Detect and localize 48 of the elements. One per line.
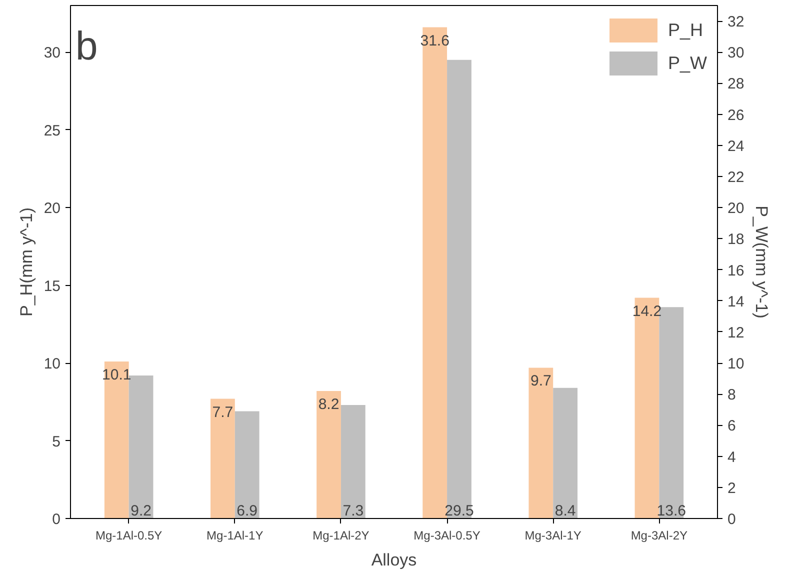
y-tick-label: 5 — [52, 433, 60, 450]
y2-tick-label: 0 — [728, 511, 736, 528]
y2-tick-label: 4 — [728, 448, 736, 466]
y2-tick-label: 32 — [728, 14, 744, 31]
x-tick-label: Mg-3Al-2Y — [630, 528, 688, 542]
y-tick-label: 20 — [44, 200, 61, 218]
legend-label: P_H — [668, 20, 703, 40]
x-tick-label: Mg-3Al-0.5Y — [414, 528, 480, 542]
x-tick-label: Mg-3Al-1Y — [524, 528, 582, 542]
annotation: b — [76, 24, 98, 68]
data-label: 8.4 — [554, 502, 576, 520]
y2-tick-label: 6 — [728, 418, 736, 435]
y-tick-label: 30 — [44, 44, 61, 62]
y2-tick-label: 10 — [728, 356, 744, 373]
x-tick-label: Mg-1Al-0.5Y — [95, 528, 162, 542]
data-label: 29.5 — [444, 502, 474, 520]
y2-axis-title: P_W(mm y^-1) — [752, 206, 772, 318]
y2-tick-label: 22 — [728, 169, 744, 186]
y2-tick-label: 2 — [728, 480, 736, 497]
y2-tick-label: 16 — [728, 262, 744, 280]
legend-label: P_W — [668, 52, 707, 74]
y2-tick-label: 28 — [728, 76, 744, 93]
x-tick-label: Mg-1Al-1Y — [206, 528, 264, 542]
x-axis-title: Alloys — [371, 550, 417, 570]
data-label: 7.7 — [212, 404, 234, 421]
x-tick-label: Mg-1Al-2Y — [312, 528, 370, 542]
data-label: 13.6 — [656, 502, 686, 520]
data-label: 10.1 — [102, 366, 132, 384]
data-label: 6.9 — [236, 502, 258, 520]
data-label: 8.2 — [318, 396, 340, 414]
y2-tick-label: 30 — [728, 44, 744, 62]
data-label: 14.2 — [632, 302, 662, 320]
y2-tick-label: 12 — [728, 324, 744, 342]
y2-tick-label: 20 — [728, 200, 744, 218]
y2-tick-label: 8 — [728, 386, 736, 404]
y2-tick-label: 26 — [728, 106, 744, 124]
y-tick-label: 10 — [44, 356, 61, 373]
y-tick-label: 0 — [52, 511, 60, 528]
y-tick-label: 25 — [44, 122, 61, 140]
y-axis-title: P_H(mm y^-1) — [16, 207, 36, 317]
data-label: 7.3 — [342, 502, 364, 520]
y2-tick-label: 24 — [728, 138, 744, 155]
y-tick-label: 15 — [44, 278, 61, 295]
y2-tick-label: 14 — [728, 293, 744, 310]
data-label: 9.7 — [530, 372, 552, 390]
y2-tick-label: 18 — [728, 231, 744, 248]
data-label: 31.6 — [420, 32, 450, 50]
data-label: 9.2 — [130, 502, 152, 520]
